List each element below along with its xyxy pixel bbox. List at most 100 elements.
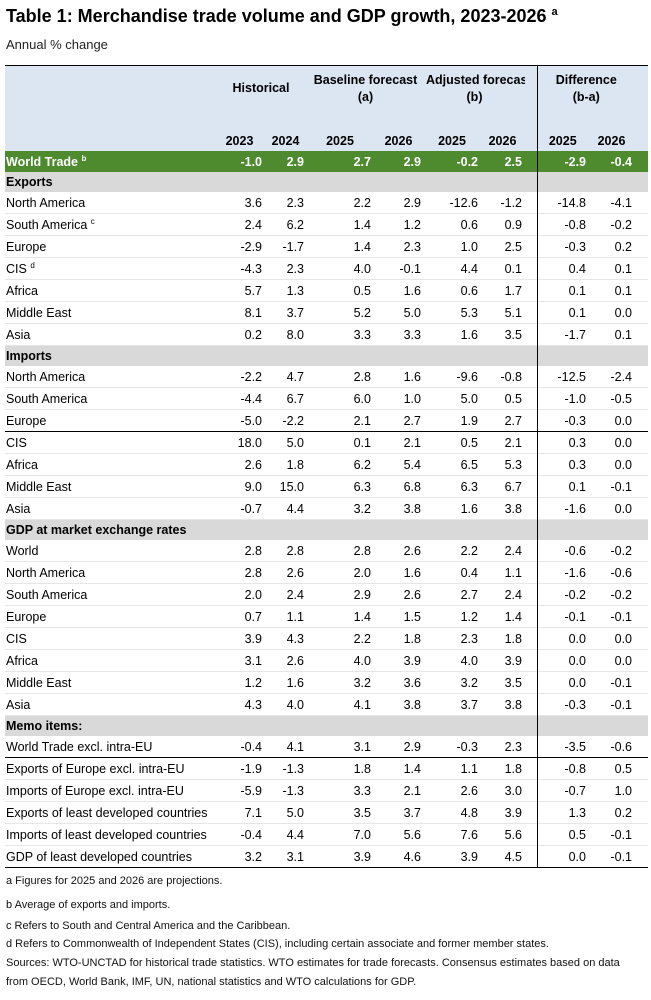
value-cell: 2.9 <box>403 195 421 210</box>
value-cell: -2.2 <box>240 369 262 384</box>
value-cell: -0.1 <box>610 849 633 864</box>
row-label: Middle East <box>5 672 215 694</box>
spacer <box>525 301 538 324</box>
spacer <box>265 345 307 366</box>
spacer <box>265 172 307 192</box>
value-cell: 1.2 <box>460 609 478 624</box>
value-cell: 0.2 <box>244 327 262 342</box>
value-cell: 5.2 <box>353 305 371 320</box>
value-cell: 2.9 <box>353 587 371 602</box>
data-row: Asia -0.7 4.4 3.2 3.8 1.6 3.8 -1.6 0.0 <box>5 497 649 520</box>
spacer <box>525 345 538 366</box>
value-cell: 3.0 <box>504 783 522 798</box>
value-cell: 2.4 <box>504 587 522 602</box>
value-cell: 3.6 <box>403 675 421 690</box>
title-text: Table 1: Merchandise trade volume and GD… <box>6 6 547 26</box>
value-cell: 3.2 <box>353 675 371 690</box>
spacer <box>635 519 649 540</box>
spacer <box>525 540 538 562</box>
value-cell: 1.4 <box>403 761 421 776</box>
value-cell: 0.5 <box>614 761 633 776</box>
label-text: Europe <box>6 239 47 254</box>
spacer <box>635 454 648 476</box>
value-cell: 0.5 <box>504 391 522 406</box>
value-cell: 1.8 <box>504 631 522 646</box>
value-cell: 1.6 <box>403 565 421 580</box>
value-cell: 4.0 <box>353 653 371 668</box>
year-header: 2025 <box>537 130 589 151</box>
spacer <box>635 802 648 824</box>
value-cell: 1.0 <box>460 239 478 254</box>
header-cell <box>5 65 215 130</box>
spacer <box>525 757 538 780</box>
spacer <box>589 715 636 736</box>
value-cell: 4.0 <box>353 261 371 276</box>
value-cell: 3.1 <box>286 849 304 864</box>
spacer <box>481 172 525 192</box>
value-cell: 5.1 <box>504 305 522 320</box>
spacer <box>525 715 538 736</box>
value-cell: 0.1 <box>614 327 633 342</box>
spacer <box>307 345 374 366</box>
value-cell: -2.9 <box>240 239 262 254</box>
data-row: Europe 0.7 1.1 1.4 1.5 1.2 1.4 -0.1 -0.1 <box>5 605 649 628</box>
data-row: CIS 18.0 5.0 0.1 2.1 0.5 2.1 0.3 0.0 <box>5 431 649 454</box>
section-header: Imports <box>5 345 649 366</box>
value-cell: 1.3 <box>286 283 304 298</box>
label-text: Asia <box>6 501 31 516</box>
value-cell: -2.2 <box>282 413 304 428</box>
row-label: World Trade excl. intra-EU <box>5 736 215 758</box>
value-cell: 3.5 <box>504 327 522 342</box>
value-cell: -12.5 <box>557 369 587 384</box>
value-cell: 0.0 <box>614 631 633 646</box>
value-cell: 0.6 <box>460 283 478 298</box>
spacer <box>525 151 538 172</box>
world-trade-row: World Trade b -1.0 2.9 2.7 2.9 -0.2 2.5 -2.9 -0.… <box>5 151 649 172</box>
value-cell: 4.7 <box>286 369 304 384</box>
value-cell: 1.4 <box>353 217 371 232</box>
value-cell: 2.7 <box>504 413 522 428</box>
value-cell: -0.3 <box>564 239 586 254</box>
value-cell: 0.6 <box>460 217 478 232</box>
label-text: World <box>6 543 39 558</box>
row-label: Imports of least developed countries <box>5 824 215 846</box>
label-text: South America <box>6 391 88 406</box>
spacer <box>635 151 649 172</box>
label-text: Africa <box>6 457 38 472</box>
row-label: Europe <box>5 410 215 432</box>
spacer <box>481 715 525 736</box>
value-cell: -0.6 <box>610 739 633 754</box>
group-label: Adjusted forecast <box>426 73 525 87</box>
group-header: Baseline forecast (a) <box>307 65 424 130</box>
spacer <box>215 519 265 540</box>
value-cell: -1.3 <box>282 761 304 776</box>
section-header: Exports <box>5 172 649 192</box>
value-cell: 3.9 <box>504 805 522 820</box>
data-row: Asia 0.2 8.0 3.3 3.3 1.6 3.5 -1.7 0.1 <box>5 323 649 346</box>
group-sub: (b-a) <box>572 90 600 104</box>
row-label: South America <box>5 584 215 606</box>
value-cell: 0.0 <box>568 849 586 864</box>
spacer <box>525 387 538 410</box>
spacer <box>525 823 538 846</box>
row-label: Middle East <box>5 476 215 498</box>
value-cell: -0.2 <box>610 587 633 602</box>
spacer <box>635 672 648 694</box>
row-label: Asia <box>5 324 215 346</box>
value-cell: 1.1 <box>460 761 478 776</box>
spacer <box>635 280 648 302</box>
spacer <box>635 388 648 410</box>
value-cell: 5.3 <box>504 457 522 472</box>
row-label: North America <box>5 192 215 214</box>
value-cell: 5.4 <box>403 457 421 472</box>
value-cell: -12.6 <box>449 195 479 210</box>
value-cell: -0.8 <box>500 369 522 384</box>
value-cell: 5.0 <box>286 435 304 450</box>
value-cell: -0.8 <box>564 761 586 776</box>
value-cell: 2.5 <box>504 239 522 254</box>
value-cell: 0.0 <box>568 653 586 668</box>
value-cell: -0.1 <box>610 827 633 842</box>
section-title: Imports <box>5 345 215 366</box>
value-cell: 0.0 <box>614 457 633 472</box>
table: Historical Baseline forecast (a) Adjusted f… <box>5 65 649 868</box>
